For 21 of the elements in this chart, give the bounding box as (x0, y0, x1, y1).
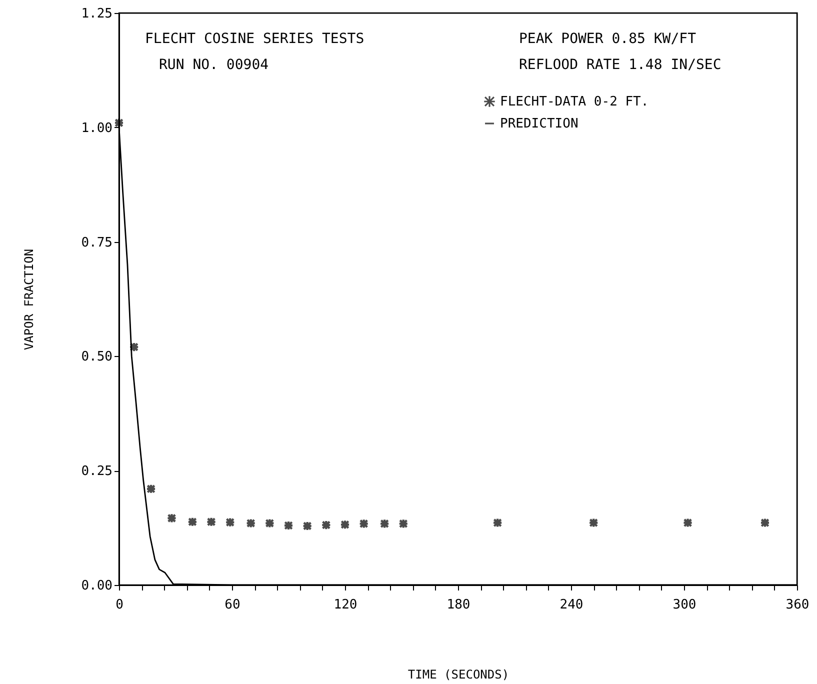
y-tick-label: 0.00 (81, 578, 112, 594)
legend-label: FLECHT-DATA 0-2 FT. (500, 94, 649, 110)
text: FLECHT COSINE SERIES TESTS (145, 31, 364, 47)
y-tick-label: 1.25 (81, 6, 112, 22)
x-tick-label: 60 (224, 598, 240, 612)
x-tick-label: 360 (786, 598, 810, 612)
x-tick-label: 300 (672, 598, 696, 612)
x-tick-label: 120 (334, 598, 358, 612)
text: RUN NO. 00904 (159, 57, 269, 73)
y-tick-label: 0.50 (81, 350, 112, 365)
x-tick-label: 0 (116, 598, 124, 612)
y-tick-label: 0.25 (81, 464, 112, 480)
y-axis-title: VAPOR FRACTION (22, 248, 36, 350)
annotation: PEAK POWER 0.85 KW/FT (519, 31, 697, 47)
legend-label: PREDICTION (500, 116, 578, 132)
y-tick-label: 0.75 (81, 235, 112, 250)
x-axis-title: TIME (SECONDS) (408, 668, 510, 682)
annotation: REFLOOD RATE 1.48 IN/SEC (519, 57, 722, 73)
y-tick-label: 1.00 (81, 120, 112, 136)
x-tick-label: 240 (560, 598, 584, 612)
x-tick-label: 180 (446, 598, 470, 612)
